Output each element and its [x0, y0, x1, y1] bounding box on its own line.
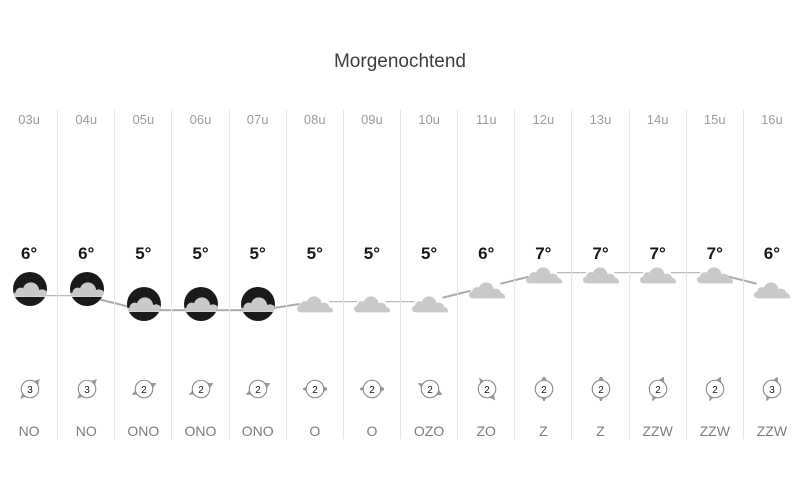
- svg-text:2: 2: [541, 385, 547, 396]
- svg-text:2: 2: [141, 385, 147, 396]
- svg-text:2: 2: [598, 385, 604, 396]
- svg-text:2: 2: [312, 385, 318, 396]
- svg-text:3: 3: [84, 385, 90, 396]
- svg-text:2: 2: [370, 385, 376, 396]
- svg-text:2: 2: [427, 385, 433, 396]
- svg-text:3: 3: [770, 385, 776, 396]
- svg-text:2: 2: [198, 385, 204, 396]
- svg-text:2: 2: [655, 385, 661, 396]
- svg-text:2: 2: [255, 385, 261, 396]
- svg-text:3: 3: [27, 385, 33, 396]
- svg-text:2: 2: [484, 385, 490, 396]
- svg-text:2: 2: [712, 385, 718, 396]
